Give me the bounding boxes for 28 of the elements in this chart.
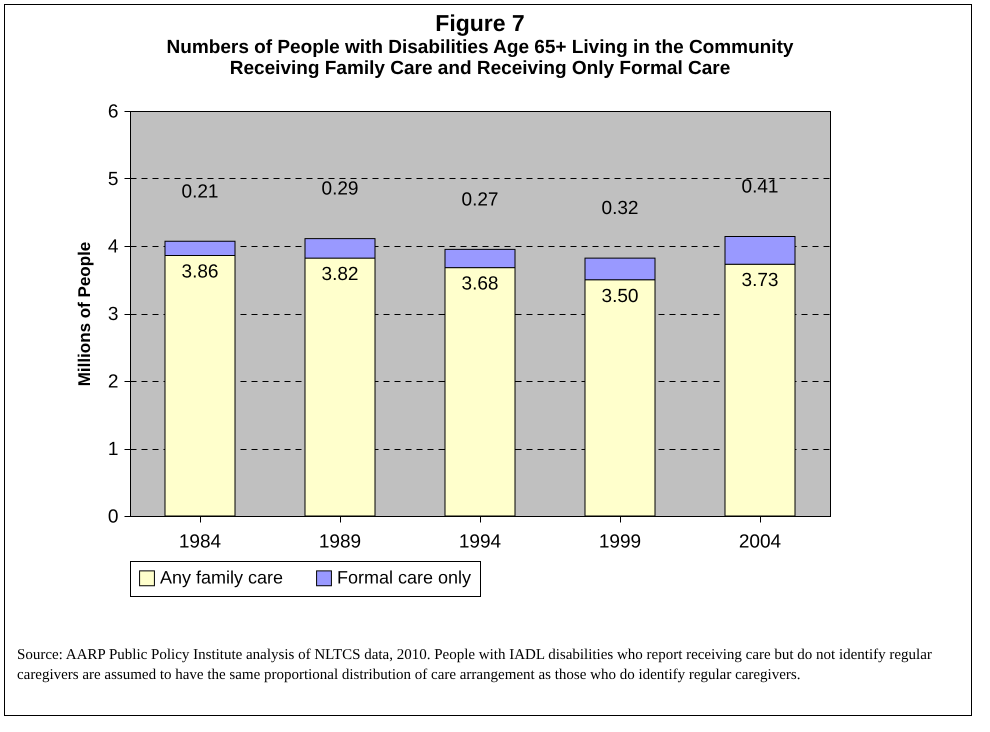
- x-tick-label: 2004: [738, 532, 782, 552]
- x-tick-label: 1999: [598, 532, 642, 552]
- chart-title: Figure 7: [435, 10, 525, 36]
- data-label: 3.50: [602, 286, 638, 307]
- data-label: 0.21: [182, 181, 218, 202]
- y-tick-label: 6: [108, 102, 118, 122]
- y-tick-label: 4: [108, 236, 119, 258]
- x-tick-label: 1994: [458, 532, 502, 552]
- x-tick-label: 1984: [178, 532, 222, 552]
- data-label: 0.27: [462, 189, 498, 210]
- x-tick-label: 1989: [318, 532, 362, 552]
- y-axis-title: Millions of People: [74, 242, 94, 386]
- data-label: 3.86: [182, 261, 218, 282]
- legend-label: Any family care: [160, 567, 284, 588]
- legend-label: Formal care only: [337, 567, 472, 588]
- y-tick-label: 3: [108, 304, 118, 325]
- data-label: 3.68: [462, 274, 498, 295]
- data-label: 0.32: [602, 198, 638, 220]
- data-label: 0.41: [742, 176, 778, 198]
- y-tick-label: 5: [108, 169, 118, 190]
- data-label: 3.82: [322, 264, 358, 286]
- y-tick-label: 1: [108, 439, 118, 460]
- data-label: 3.73: [742, 270, 778, 292]
- source-note: Source: AARP Public Policy Institute analysis of NLTCS data, 2010. People with IADL disabilities who report receiving care but do not identify regular caregivers are assumed to have the same proportional distribution of care arrangement as those who do identify regular caregivers.: [17, 646, 933, 685]
- y-tick-label: 0: [108, 506, 118, 528]
- y-tick-label: 2: [108, 372, 118, 392]
- chart-subtitle: Numbers of People with Disabilities Age 65+ Living in the Community Receiving Family Care and Receiving Only Formal Care: [166, 37, 794, 79]
- data-label: 0.29: [322, 178, 358, 200]
